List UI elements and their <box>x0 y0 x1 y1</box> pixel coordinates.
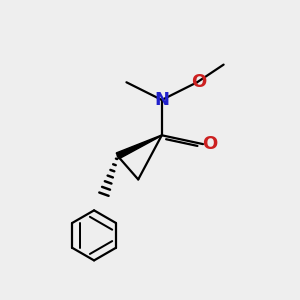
Text: N: N <box>154 91 169 109</box>
Polygon shape <box>116 135 162 159</box>
Text: O: O <box>202 135 217 153</box>
Text: O: O <box>191 73 206 91</box>
